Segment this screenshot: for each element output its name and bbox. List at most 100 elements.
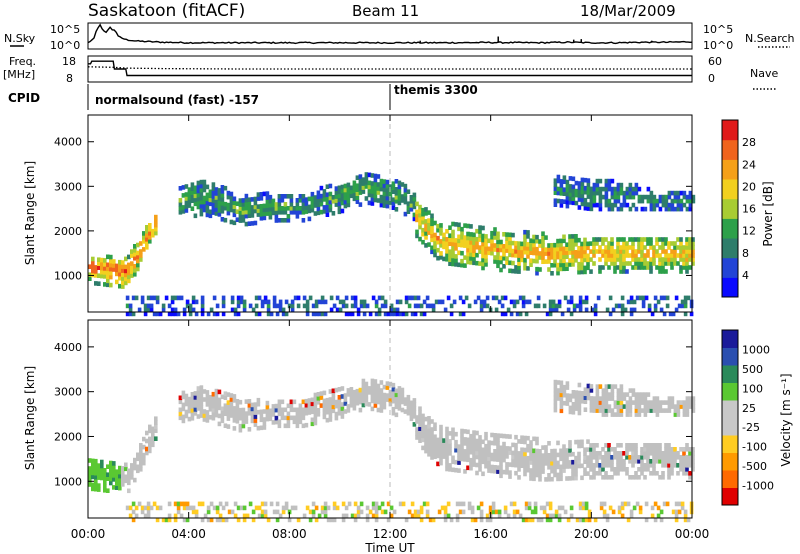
power-cell [242,303,247,309]
velocity-cell [553,391,558,397]
velocity-cell [667,447,671,452]
velocity-cell [520,459,524,464]
velocity-cell [155,517,160,523]
velocity-cell [613,447,617,452]
power-cell [532,242,536,248]
velocity-cell [524,517,529,523]
velocity-cell [134,505,139,511]
power-cell [535,258,539,264]
velocity-cell [241,423,246,429]
velocity-cell [245,513,250,519]
power-cell [673,206,678,212]
power-cell [250,209,255,214]
velocity-cell [287,509,292,515]
velocity-cell [413,513,418,519]
velocity-cell [494,509,499,515]
power-cell [445,245,449,250]
power-cell [353,303,358,309]
power-cell [673,261,677,266]
velocity-cell [472,434,476,439]
velocity-cell [581,505,586,511]
velocity-cell [199,401,204,406]
power-cell [425,295,430,301]
velocity-cell [649,443,653,448]
velocity-cell [448,443,452,448]
velocity-cell [313,412,318,418]
velocity-cell [421,433,425,439]
power-cell [212,311,217,317]
power-cell [286,218,291,223]
velocity-cell [257,505,262,511]
power-cell [127,254,131,260]
power-cell [560,311,565,317]
power-cell [661,265,665,270]
power-cell [496,251,500,257]
velocity-cell [601,408,606,413]
velocity-cell [311,513,316,519]
velocity-cell [565,397,570,402]
velocity-cell [667,400,672,405]
velocity-cell [328,397,333,402]
power-cell [469,244,473,249]
velocity-cell [655,400,660,405]
velocity-cell [631,475,635,480]
velocity-cell [526,455,530,461]
velocity-cell [538,453,542,458]
velocity-colorbar-tick: 25 [742,402,756,415]
velocity-cell [503,509,508,515]
velocity-cell [196,414,201,419]
velocity-cell [532,460,536,466]
velocity-cell [640,400,645,405]
velocity-cell [545,501,550,507]
velocity-cell [517,463,521,468]
power-cell [454,254,458,259]
power-cell [482,303,487,309]
power-cell [466,247,470,253]
power-cell [574,238,578,243]
power-cell [430,237,434,243]
velocity-cell [526,435,530,441]
power-cell [109,274,113,280]
power-cell [145,225,149,230]
power-cell [418,208,422,214]
velocity-cell [146,505,151,511]
velocity-cell [352,389,357,395]
power-cell [277,194,282,199]
power-cell [283,206,288,211]
power-cell [445,229,449,234]
power-cell [260,303,265,309]
cpid-mode-2: themis 3300 [394,83,478,97]
nave-line [87,66,692,70]
power-cell [448,249,452,254]
power-cell [137,307,142,313]
velocity-cell [91,482,95,488]
power-cell [481,253,485,259]
power-cell [526,266,530,271]
velocity-cell [589,408,594,413]
velocity-cell [685,400,690,405]
velocity-cell [151,438,155,444]
velocity-cell [265,404,270,410]
power-cell [610,190,615,196]
power-cell [646,261,650,266]
velocity-cell [658,408,663,413]
velocity-cell [559,388,564,394]
velocity-cell [284,501,289,507]
velocity-cell [373,403,378,408]
power-cell [562,266,566,272]
power-cell [325,196,330,201]
velocity-cell [229,405,234,410]
power-cell [220,189,225,194]
velocity-cell [595,443,599,448]
power-cell [637,257,641,262]
power-cell [364,172,369,177]
velocity-cell [533,509,538,515]
power-cell [295,210,300,215]
power-cell [205,208,210,214]
power-cell [592,253,596,258]
velocity-cell [382,396,387,402]
power-cell [610,261,614,266]
velocity-cell [469,445,473,451]
velocity-cell [622,396,627,401]
power-cell [439,243,443,248]
